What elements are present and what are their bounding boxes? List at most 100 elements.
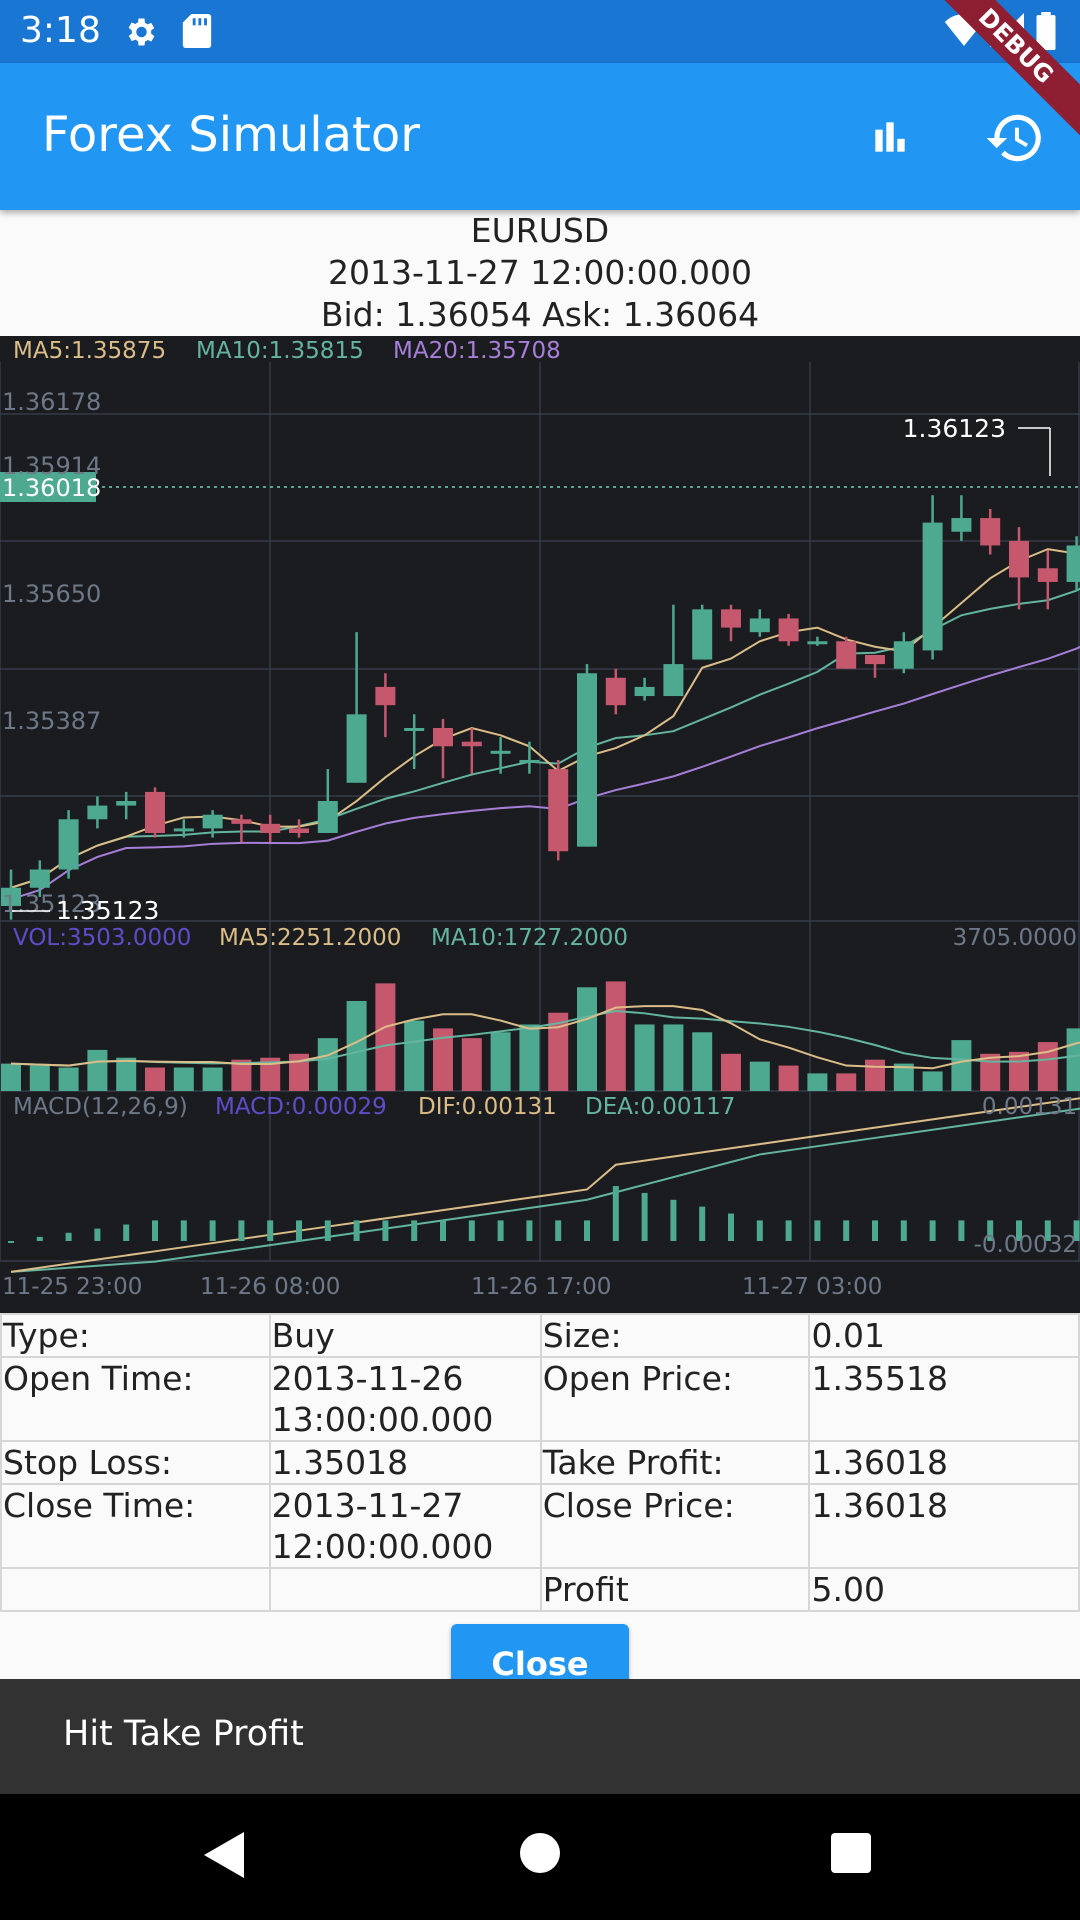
candle-body	[58, 819, 79, 870]
macd-histogram-bar	[872, 1220, 878, 1241]
bar-chart-icon[interactable]	[868, 115, 912, 159]
volume-bar	[116, 1057, 137, 1091]
back-icon[interactable]	[204, 1832, 244, 1878]
table-value-cell	[268, 1567, 542, 1612]
candle-body	[663, 664, 684, 697]
candle-body	[289, 828, 309, 833]
table-label-cell: Close Price:	[539, 1483, 811, 1569]
candle-body	[461, 741, 482, 747]
table-value-cell: 5.00	[808, 1567, 1080, 1612]
table-value-cell: Buy	[268, 1313, 542, 1358]
volume-bar	[893, 1063, 914, 1091]
volume-bar	[1, 1063, 21, 1091]
candle-body	[202, 814, 223, 829]
kline-chart[interactable]: 1.36018 1.36178 1.35914 1.35650 1.35387 1.351…	[0, 336, 1080, 1313]
macd-histogram-bar	[756, 1220, 763, 1241]
volume-bar	[346, 1000, 367, 1091]
candle-body	[577, 673, 597, 847]
macd-histogram-bar	[814, 1220, 821, 1241]
min-price-label: 1.35123	[56, 896, 159, 925]
price-tick-label: 1.35123	[2, 890, 101, 918]
candle-body	[519, 759, 540, 763]
table-value-cell: 1.36018	[808, 1483, 1080, 1569]
macd-histogram-bar	[843, 1220, 850, 1241]
volume-bar	[749, 1061, 770, 1091]
macd-histogram-bar	[180, 1220, 187, 1241]
volume-bar	[778, 1065, 799, 1091]
vol-ma10-legend: MA10:1727.2000	[431, 925, 628, 951]
candle-body	[433, 728, 453, 747]
volume-bar	[231, 1059, 252, 1091]
macd-min-label: -0.00032	[974, 1232, 1077, 1258]
volume-bar	[692, 1032, 713, 1091]
macd-histogram-bar	[123, 1224, 130, 1241]
x-axis-label: 11-26 08:00	[200, 1274, 340, 1300]
macd-histogram-bar	[353, 1220, 360, 1241]
candle-body	[865, 654, 885, 665]
macd-histogram-bar	[900, 1220, 907, 1241]
ma5-legend: MA5:1.35875	[13, 338, 166, 364]
volume-bar	[605, 981, 626, 1091]
x-axis-label: 11-25 23:00	[2, 1274, 142, 1300]
candle-body	[980, 518, 1001, 546]
volume-bar	[951, 1040, 972, 1091]
candle-body	[346, 714, 367, 783]
macd-histogram-bar	[8, 1241, 14, 1243]
volume-bar	[1037, 1042, 1058, 1091]
candle-body	[1, 887, 21, 906]
vol-ma10-line	[10, 1009, 1080, 1067]
candle-body	[29, 869, 50, 888]
ma5-line	[10, 548, 1080, 889]
quote-datetime: 2013-11-27 12:00:00.000	[328, 253, 752, 292]
candle-body	[893, 641, 914, 669]
macd-histogram-bar	[324, 1220, 331, 1241]
candle-body	[922, 522, 943, 651]
macd-legend-dea: DEA:0.00117	[585, 1094, 735, 1120]
macd-histogram-bar	[411, 1220, 418, 1241]
macd-histogram-bar	[641, 1192, 648, 1241]
macd-dif-line	[10, 1097, 1080, 1273]
table-row: Stop Loss: 1.35018 Take Profit: 1.36018	[0, 1440, 1080, 1485]
candle-body	[951, 518, 972, 532]
macd-histogram-bar	[612, 1186, 619, 1241]
volume-bar	[87, 1049, 108, 1091]
volume-bar	[145, 1067, 165, 1091]
app-bar: Forex Simulator	[0, 63, 1080, 210]
volume-bar	[461, 1038, 482, 1091]
macd-histogram-bar	[987, 1220, 994, 1241]
table-label-cell: Open Time:	[0, 1356, 271, 1442]
table-value-cell: 2013-11-27 12:00:00.000	[268, 1483, 542, 1569]
macd-histogram-bar	[958, 1220, 965, 1241]
table-label-cell: Take Profit:	[539, 1440, 811, 1485]
macd-histogram-bar	[699, 1206, 706, 1241]
candle-body	[1009, 540, 1029, 578]
home-icon[interactable]	[520, 1833, 560, 1873]
candle-body	[749, 618, 770, 633]
max-price-label: 1.36123	[903, 414, 1006, 443]
vol-max-label: 3705.0000	[953, 925, 1077, 951]
current-price-label: 1.36018	[2, 474, 101, 502]
table-value-cell: 1.35518	[808, 1356, 1080, 1442]
price-tick-label: 1.35387	[2, 707, 101, 735]
snackbar: Hit Take Profit	[0, 1679, 1080, 1794]
ma10-line	[10, 587, 1080, 889]
macd-legend-macd: MACD:0.00029	[215, 1094, 387, 1120]
volume-bar	[317, 1038, 338, 1091]
candle-body	[548, 769, 569, 852]
macd-histogram-bar	[296, 1220, 302, 1241]
macd-histogram-bar	[65, 1232, 72, 1241]
volume-bar	[577, 987, 597, 1091]
volume-bar	[375, 983, 396, 1091]
vol-legend: VOL:3503.0000	[13, 925, 191, 951]
battery-icon	[1036, 12, 1056, 50]
macd-histogram-bar	[670, 1199, 677, 1241]
history-icon[interactable]	[984, 107, 1046, 169]
macd-histogram-bar	[440, 1220, 446, 1241]
volume-bar	[1066, 1028, 1080, 1091]
table-value-cell: 1.35018	[268, 1440, 542, 1485]
volume-bar	[1009, 1051, 1029, 1091]
candle-body	[260, 823, 281, 833]
recents-icon[interactable]	[831, 1833, 871, 1873]
candle-body	[87, 805, 108, 820]
volume-bar	[807, 1073, 828, 1091]
